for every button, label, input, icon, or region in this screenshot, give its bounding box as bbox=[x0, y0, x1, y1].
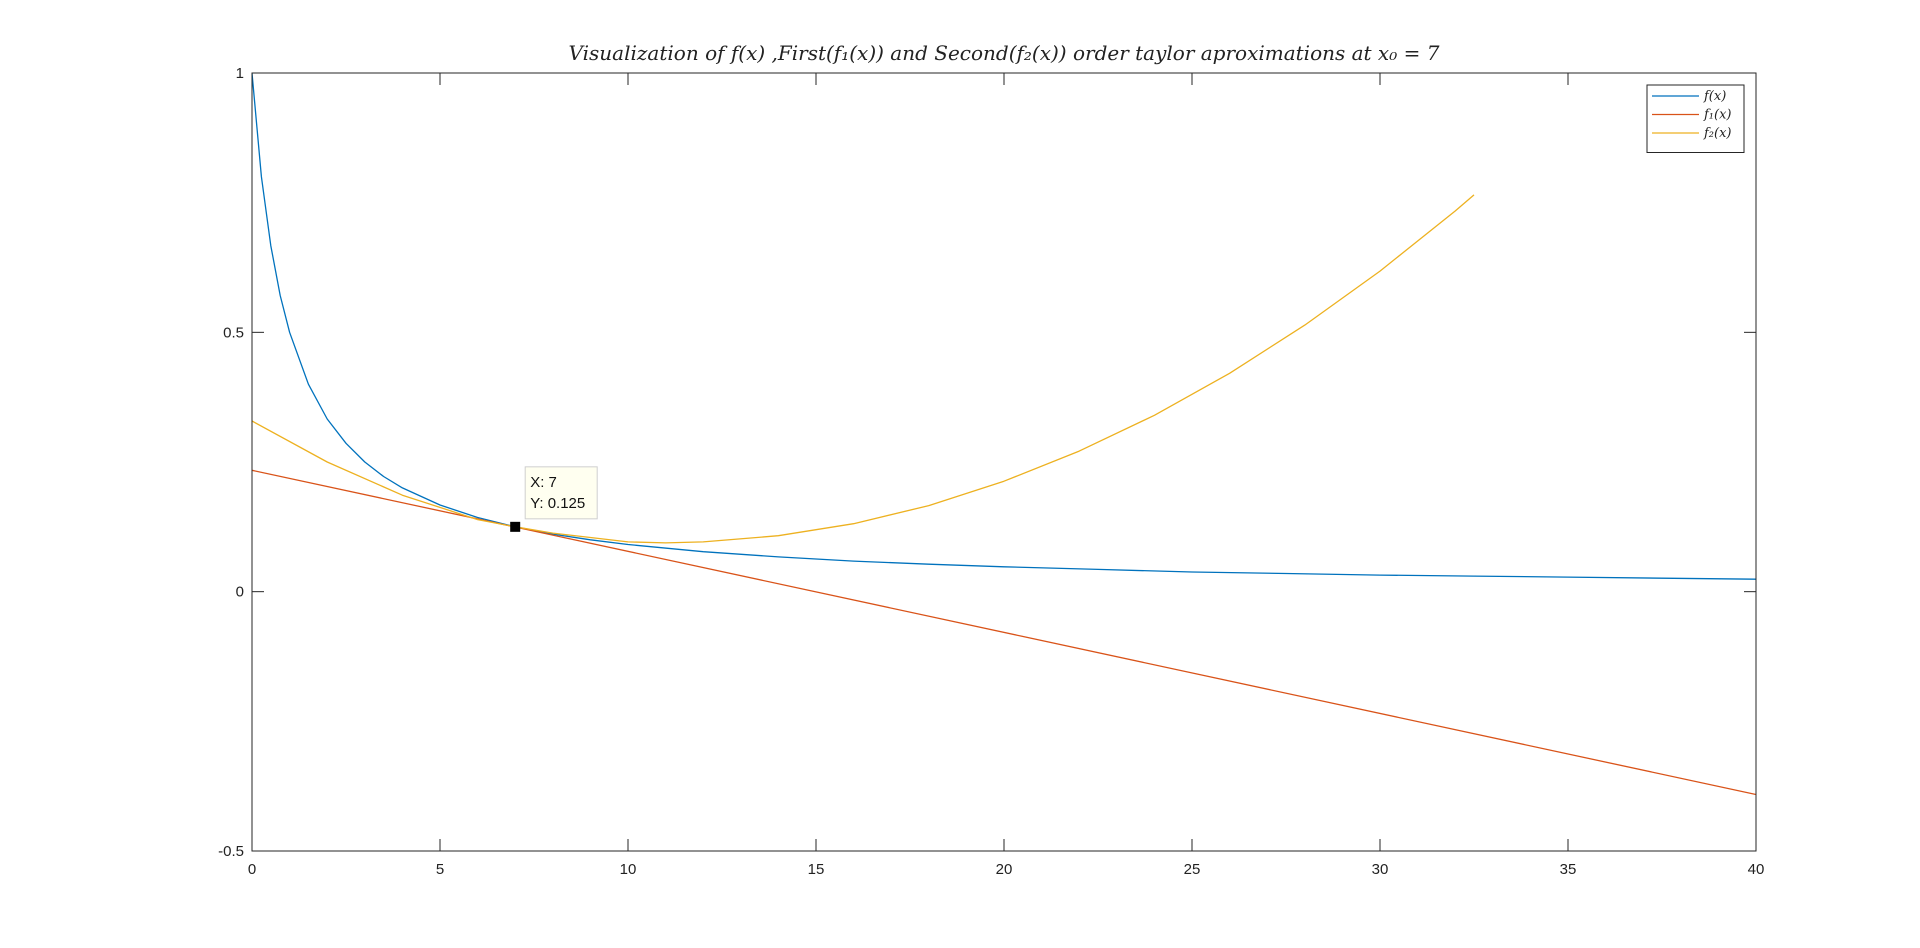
y-tick-label: 1 bbox=[236, 65, 244, 82]
datatip-text: X: 7 bbox=[530, 474, 557, 491]
series-layer bbox=[252, 73, 1756, 796]
datatip-text: Y: 0.125 bbox=[530, 495, 585, 512]
legend[interactable]: f(x) f₁(x) f₂(x) bbox=[1646, 84, 1745, 153]
x-tick-label: 25 bbox=[1184, 861, 1201, 878]
x-tick-label: 10 bbox=[620, 861, 637, 878]
legend-label: f₁(x) bbox=[1703, 108, 1732, 123]
x-tick-label: 40 bbox=[1748, 861, 1765, 878]
x-tick-label: 15 bbox=[808, 861, 825, 878]
y-tick-label: -0.5 bbox=[218, 843, 244, 860]
x-tick-label: 35 bbox=[1560, 861, 1577, 878]
ticks-layer: 0 5 10 15 20 25 30 35 40-0.500.51 bbox=[218, 65, 1764, 878]
datatip-box bbox=[524, 466, 598, 520]
y-tick-label: 0.5 bbox=[223, 324, 244, 341]
x-tick-label: 20 bbox=[996, 861, 1013, 878]
x-tick-label: 30 bbox=[1372, 861, 1389, 878]
datatip-layer[interactable]: X: 7 Y: 0.125 bbox=[510, 466, 598, 532]
series-line-3[interactable] bbox=[252, 194, 1475, 544]
legend-label: f(x) bbox=[1703, 89, 1726, 104]
series-line-1[interactable] bbox=[252, 73, 1756, 580]
plot-area[interactable] bbox=[252, 73, 1756, 851]
x-tick-label: 0 bbox=[248, 861, 256, 878]
y-tick-label: 0 bbox=[236, 584, 244, 601]
legend-label: f₂(x) bbox=[1703, 126, 1732, 141]
x-tick-label: 5 bbox=[436, 861, 444, 878]
chart-title: Visualization of f(x) ,First(f₁(x)) and … bbox=[569, 41, 1440, 65]
datatip-marker[interactable] bbox=[510, 521, 521, 532]
